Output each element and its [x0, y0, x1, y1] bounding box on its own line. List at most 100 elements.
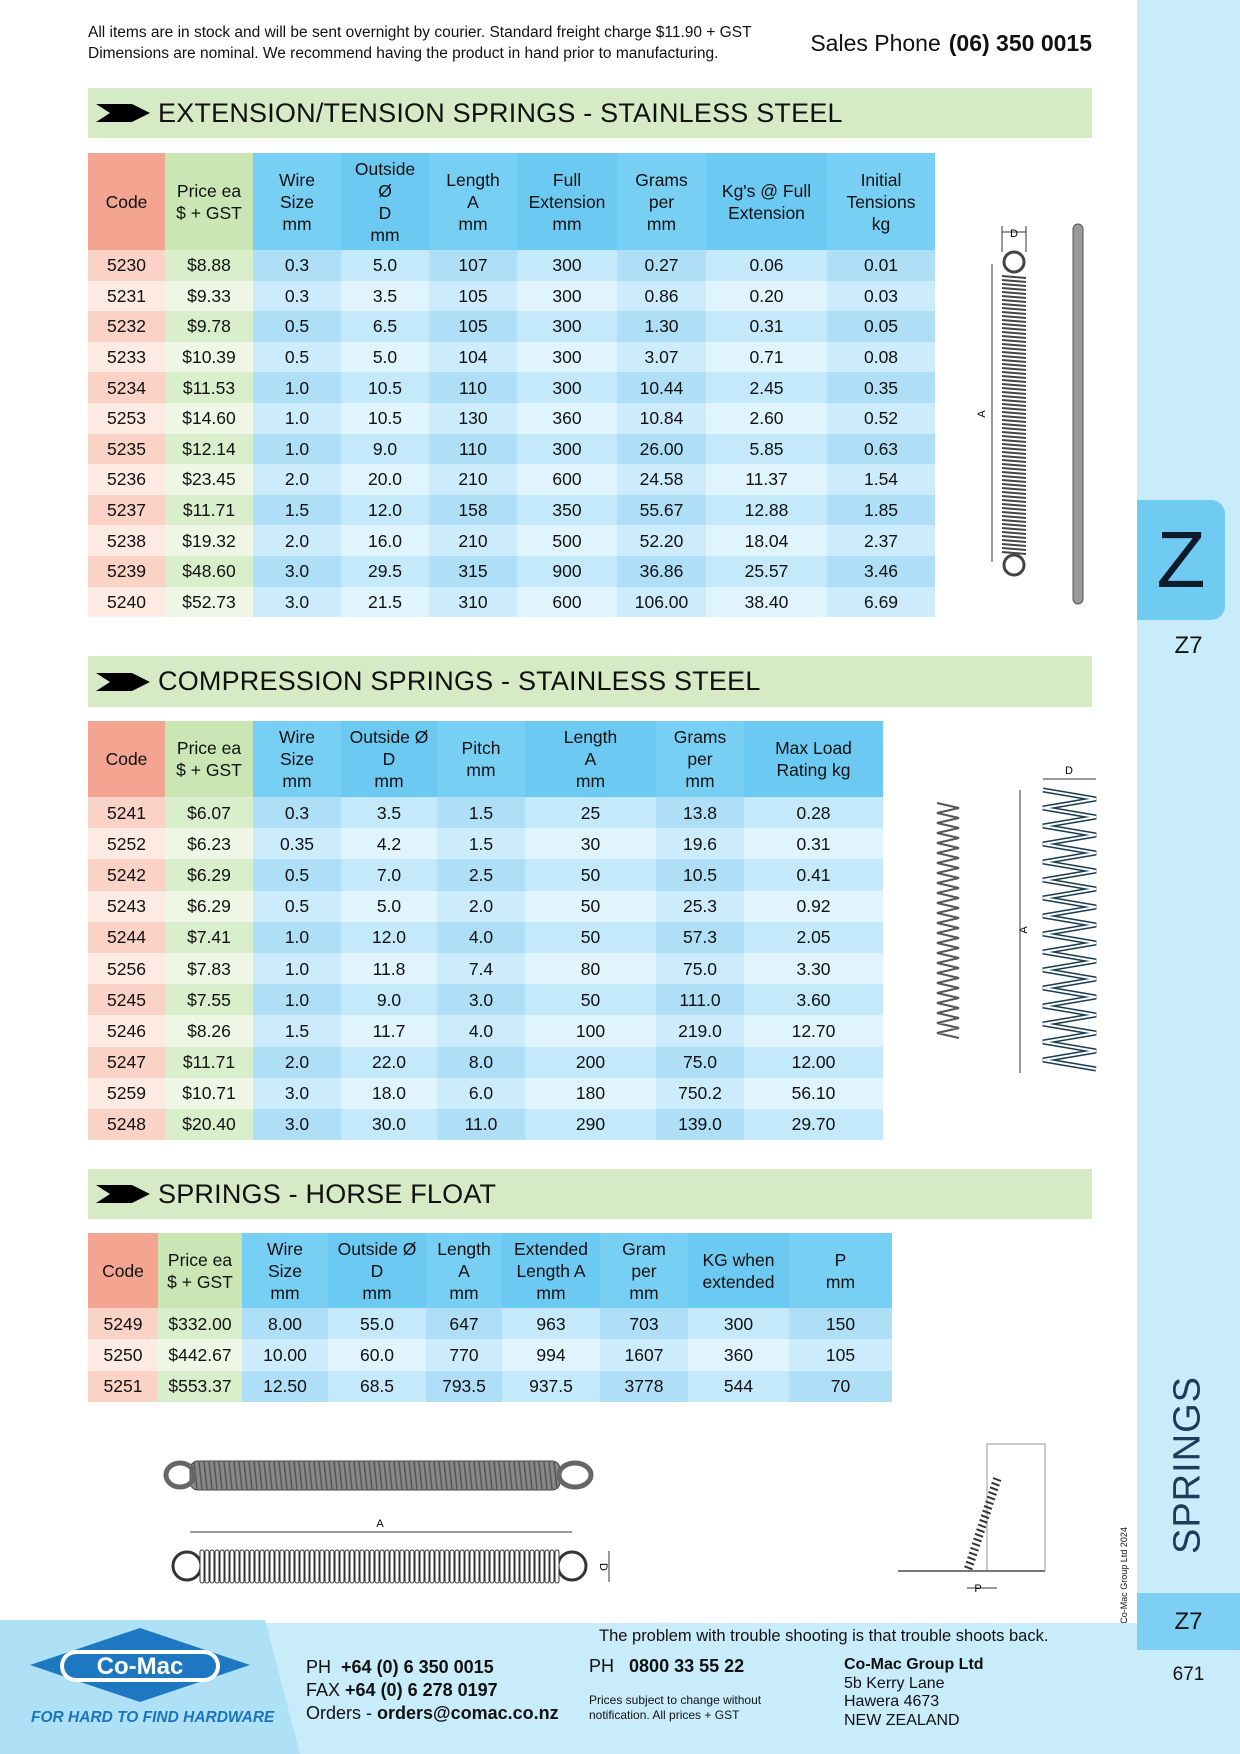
cell: 300: [517, 372, 617, 403]
cell: 12.70: [744, 1015, 883, 1047]
cell: 5234: [88, 372, 165, 403]
cell: 3.30: [744, 952, 883, 985]
coil: [349, 1549, 355, 1584]
coil: [378, 1461, 383, 1490]
cell: 12.00: [744, 1046, 883, 1078]
coil: [1001, 291, 1027, 295]
cell: 105: [789, 1339, 892, 1371]
coil: [413, 1461, 418, 1490]
cell: $6.29: [165, 859, 253, 891]
column-header: Wire Size mm: [242, 1233, 328, 1308]
cell: 2.5: [437, 859, 525, 891]
cell: 200: [525, 1046, 656, 1078]
address: Co-Mac Group Ltd 5b Kerry Lane Hawera 46…: [844, 1656, 984, 1730]
coil: [449, 1549, 455, 1584]
cell: 10.00: [242, 1339, 328, 1371]
cell: 8.00: [242, 1308, 328, 1340]
coil: [1001, 283, 1027, 287]
cell: 0.5: [253, 890, 341, 922]
coil: [991, 1481, 1000, 1487]
cell: 75.0: [656, 952, 744, 985]
cell: $553.37: [158, 1370, 242, 1402]
cell: 290: [525, 1108, 656, 1141]
coil: [319, 1549, 325, 1584]
column-header: Code: [88, 153, 165, 250]
cell: $20.40: [165, 1108, 253, 1141]
cell: 25: [525, 797, 656, 829]
cell: 158: [429, 494, 517, 526]
coil: [424, 1549, 430, 1584]
coil: [554, 1549, 560, 1584]
coil: [464, 1549, 470, 1584]
coil: [1001, 415, 1027, 419]
loop: [163, 1460, 197, 1490]
coil: [278, 1461, 283, 1490]
coil: [333, 1461, 338, 1490]
cell: 5233: [88, 341, 165, 373]
cell: 0.3: [253, 797, 341, 829]
table-row: 5234 $11.53 1.0 10.5 110 300 10.44 2.45 0.35: [88, 372, 935, 403]
coil: [193, 1461, 198, 1490]
cell: 55.0: [328, 1308, 426, 1340]
cell: $6.07: [165, 797, 253, 829]
coil: [1001, 303, 1027, 307]
coil: [219, 1549, 225, 1584]
coil: [233, 1461, 238, 1490]
cell: 5.85: [706, 433, 827, 465]
coil: [508, 1461, 513, 1490]
coil: [1001, 527, 1027, 531]
coil: [1001, 427, 1027, 431]
cell: 30.0: [341, 1108, 437, 1141]
coil: [1001, 391, 1027, 395]
coil: [970, 1546, 979, 1552]
cell: 5248: [88, 1108, 165, 1141]
coil: [373, 1461, 378, 1490]
cell: 11.37: [706, 464, 827, 495]
coil: [528, 1461, 533, 1490]
fax: FAX +64 (0) 6 278 0197: [306, 1679, 559, 1702]
coil: [1001, 375, 1027, 379]
coil: [1001, 387, 1027, 391]
cell: 3.46: [827, 555, 935, 587]
coil: [304, 1549, 310, 1584]
cell: 12.0: [341, 494, 429, 526]
cell: 210: [429, 464, 517, 495]
coil: [433, 1461, 438, 1490]
cell: 7.4: [437, 952, 525, 985]
cell: 0.27: [617, 250, 706, 281]
cell: 29.5: [341, 555, 429, 587]
cell: $6.29: [165, 890, 253, 922]
cell: 5237: [88, 494, 165, 526]
address-line: NEW ZEALAND: [844, 1711, 960, 1729]
column-header: Wire Size mm: [253, 721, 341, 797]
cell: 104: [429, 341, 517, 373]
cell: 9.0: [341, 984, 437, 1016]
header-row: Code Price ea $ + GST Wire Size mm Outside …: [88, 153, 935, 250]
cell: 11.7: [341, 1015, 437, 1047]
cell: 50: [525, 859, 656, 891]
coil: [213, 1461, 218, 1490]
cell: 22.0: [341, 1046, 437, 1078]
cell: 3.5: [341, 797, 437, 829]
cell: 210: [429, 525, 517, 556]
cell: 4.0: [437, 1015, 525, 1047]
coil: [359, 1549, 365, 1584]
address-line: 5b Kerry Lane: [844, 1674, 945, 1692]
coil: [977, 1523, 987, 1529]
column-header: Max Load Rating kg: [744, 721, 883, 797]
cell: 5238: [88, 525, 165, 556]
coil: [539, 1549, 545, 1584]
coil: [354, 1549, 360, 1584]
value: 0800 33 55 22: [629, 1656, 745, 1676]
coil: [248, 1461, 253, 1490]
coil: [314, 1549, 320, 1584]
coil: [294, 1549, 300, 1584]
table-row: 5259 $10.71 3.0 18.0 6.0 180 750.2 56.10: [88, 1077, 883, 1109]
horse-spring: [189, 1460, 561, 1491]
coil: [1001, 459, 1027, 463]
coil: [1001, 323, 1027, 327]
cell: 300: [517, 433, 617, 465]
coil: [983, 1504, 993, 1510]
cell: 703: [600, 1308, 688, 1340]
cell: 0.3: [253, 250, 341, 281]
